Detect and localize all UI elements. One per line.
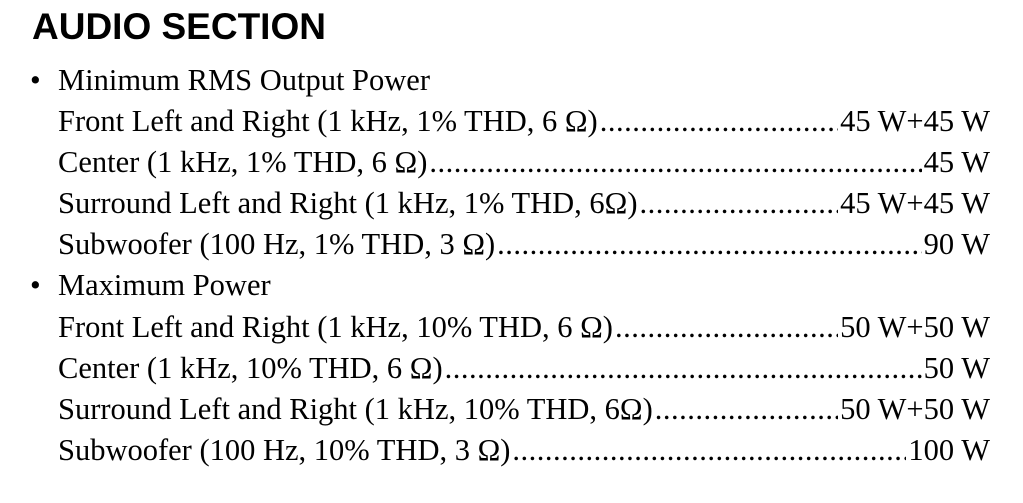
spec-value: 50 W+50 W: [840, 309, 990, 344]
section-title: AUDIO SECTION: [32, 6, 326, 47]
spec-label: Subwoofer (100 Hz, 10% THD, 3 Ω): [58, 432, 511, 467]
heading-label: Minimum RMS Output Power: [58, 63, 430, 97]
spec-row: Center (1 kHz, 1% THD, 6 Ω) 45 W: [58, 142, 990, 183]
spec-row: Surround Left and Right (1 kHz, 1% THD, …: [58, 183, 990, 224]
dot-leader: [512, 430, 906, 471]
spec-value: 50 W: [923, 350, 990, 385]
spec-label: Front Left and Right (1 kHz, 10% THD, 6 …: [58, 309, 613, 344]
section-heading-min-rms: • Minimum RMS Output Power: [0, 60, 1023, 101]
spec-value: 45 W+45 W: [840, 186, 990, 221]
spec-label: Center (1 kHz, 10% THD, 6 Ω): [58, 350, 443, 385]
spec-label: Center (1 kHz, 1% THD, 6 Ω): [58, 145, 428, 180]
dot-leader: [615, 307, 838, 348]
bullet-icon: •: [30, 268, 41, 303]
dot-leader: [429, 142, 921, 183]
spec-value: 90 W: [923, 227, 990, 262]
dot-leader: [640, 183, 839, 224]
spec-label: Subwoofer (100 Hz, 1% THD, 3 Ω): [58, 227, 496, 262]
dot-leader: [600, 101, 838, 142]
spec-value: 45 W+45 W: [840, 104, 990, 139]
bullet-icon: •: [30, 63, 41, 97]
spec-value: 100 W: [908, 432, 990, 467]
spec-row: Front Left and Right (1 kHz, 1% THD, 6 Ω…: [58, 101, 990, 142]
spec-label: Surround Left and Right (1 kHz, 10% THD,…: [58, 391, 653, 426]
spec-label: Surround Left and Right (1 kHz, 1% THD, …: [58, 186, 638, 221]
spec-label: Front Left and Right (1 kHz, 1% THD, 6 Ω…: [58, 104, 598, 139]
dot-leader: [497, 224, 921, 265]
spec-row: Front Left and Right (1 kHz, 10% THD, 6 …: [58, 307, 990, 348]
spec-value: 50 W+50 W: [840, 391, 990, 426]
spec-row: Subwoofer (100 Hz, 1% THD, 3 Ω) 90 W: [58, 224, 990, 265]
heading-label: Maximum Power: [58, 268, 271, 303]
section-heading-max-power: • Maximum Power: [0, 265, 1023, 306]
spec-list: • Minimum RMS Output Power Front Left an…: [0, 60, 1023, 471]
spec-row: Surround Left and Right (1 kHz, 10% THD,…: [58, 389, 990, 430]
dot-leader: [655, 389, 838, 430]
spec-row: Subwoofer (100 Hz, 10% THD, 3 Ω) 100 W: [58, 430, 990, 471]
dot-leader: [445, 348, 922, 389]
spec-row: Center (1 kHz, 10% THD, 6 Ω) 50 W: [58, 348, 990, 389]
spec-value: 45 W: [923, 145, 990, 180]
